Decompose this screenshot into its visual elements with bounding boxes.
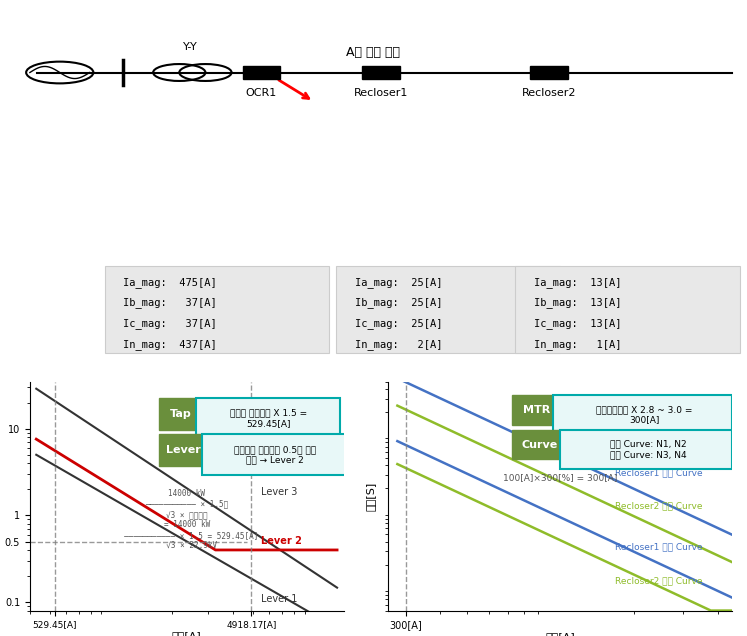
Text: Ib_mag:   37[A]: Ib_mag: 37[A]: [123, 298, 217, 308]
Text: Recloser2: Recloser2: [522, 88, 576, 98]
Text: Lever 2: Lever 2: [261, 536, 302, 546]
Text: 100[A]×300[%] = 300[A]: 100[A]×300[%] = 300[A]: [503, 473, 618, 482]
Text: Recloser1 순시 Curve: Recloser1 순시 Curve: [615, 542, 702, 551]
Text: Ia_mag:  13[A]: Ia_mag: 13[A]: [534, 277, 622, 288]
Text: Lever 3: Lever 3: [261, 487, 297, 497]
FancyBboxPatch shape: [560, 430, 732, 469]
Text: Recloser2 지연 Curve: Recloser2 지연 Curve: [615, 501, 702, 510]
Text: Recloser1: Recloser1: [354, 88, 408, 98]
Text: 회선당 운전전류 X 1.5 =
529.45[A]: 회선당 운전전류 X 1.5 = 529.45[A]: [230, 408, 307, 428]
Text: 최다부하전류 X 2.8 ~ 3.0 =
300[A]: 최다부하전류 X 2.8 ~ 3.0 = 300[A]: [596, 405, 692, 424]
FancyBboxPatch shape: [512, 430, 567, 459]
FancyBboxPatch shape: [158, 434, 208, 466]
X-axis label: 전류[A]: 전류[A]: [172, 631, 202, 636]
FancyBboxPatch shape: [336, 266, 560, 352]
Text: Lever 1: Lever 1: [261, 594, 297, 604]
Text: Ic_mag:   37[A]: Ic_mag: 37[A]: [123, 318, 217, 329]
Text: OCR1: OCR1: [246, 88, 277, 98]
Text: Y-Y: Y-Y: [183, 42, 198, 52]
Text: 선로인출 단락고장 0.5초 이하
동작 → Lever 2: 선로인출 단락고장 0.5초 이하 동작 → Lever 2: [234, 445, 316, 464]
Text: Recloser2 순시 Curve: Recloser2 순시 Curve: [615, 576, 702, 585]
Text: Tap: Tap: [170, 409, 191, 418]
Text: In_mag:  437[A]: In_mag: 437[A]: [123, 339, 217, 350]
FancyBboxPatch shape: [512, 396, 560, 425]
Text: A싱 지락 고장: A싱 지락 고장: [347, 46, 400, 59]
Bar: [243, 67, 280, 79]
Text: In_mag:   2[A]: In_mag: 2[A]: [355, 339, 442, 350]
Text: 14000 kW
─────────── × 1.5배
√3 × 기준전압
= 14000 kW
  ─────────── × 1.5 = 529.45[A]: 14000 kW ─────────── × 1.5배 √3 × 기준전압 = …: [115, 489, 258, 550]
FancyBboxPatch shape: [554, 396, 732, 434]
FancyBboxPatch shape: [158, 398, 202, 430]
X-axis label: 전류[A]: 전류[A]: [545, 632, 575, 636]
FancyBboxPatch shape: [105, 266, 329, 352]
Text: Ia_mag:  475[A]: Ia_mag: 475[A]: [123, 277, 217, 288]
Text: Ia_mag:  25[A]: Ia_mag: 25[A]: [355, 277, 442, 288]
Text: Lever: Lever: [167, 445, 201, 455]
Text: Ic_mag:  13[A]: Ic_mag: 13[A]: [534, 318, 622, 329]
Text: Recloser1 지연 Curve: Recloser1 지연 Curve: [615, 468, 702, 477]
Text: 순시 Curve: N1, N2
지연 Curve: N3, N4: 순시 Curve: N1, N2 지연 Curve: N3, N4: [610, 439, 686, 459]
Text: In_mag:   1[A]: In_mag: 1[A]: [534, 339, 622, 350]
Bar: [530, 67, 568, 79]
FancyBboxPatch shape: [196, 398, 341, 439]
Bar: [362, 67, 400, 79]
FancyBboxPatch shape: [515, 266, 740, 352]
Text: Ic_mag:  25[A]: Ic_mag: 25[A]: [355, 318, 442, 329]
Text: MTR: MTR: [523, 405, 550, 415]
Y-axis label: 시간[S]: 시간[S]: [365, 481, 376, 511]
Text: Ib_mag:  25[A]: Ib_mag: 25[A]: [355, 298, 442, 308]
Text: Curve: Curve: [521, 439, 558, 450]
Text: Ib_mag:  13[A]: Ib_mag: 13[A]: [534, 298, 622, 308]
FancyBboxPatch shape: [202, 434, 347, 476]
